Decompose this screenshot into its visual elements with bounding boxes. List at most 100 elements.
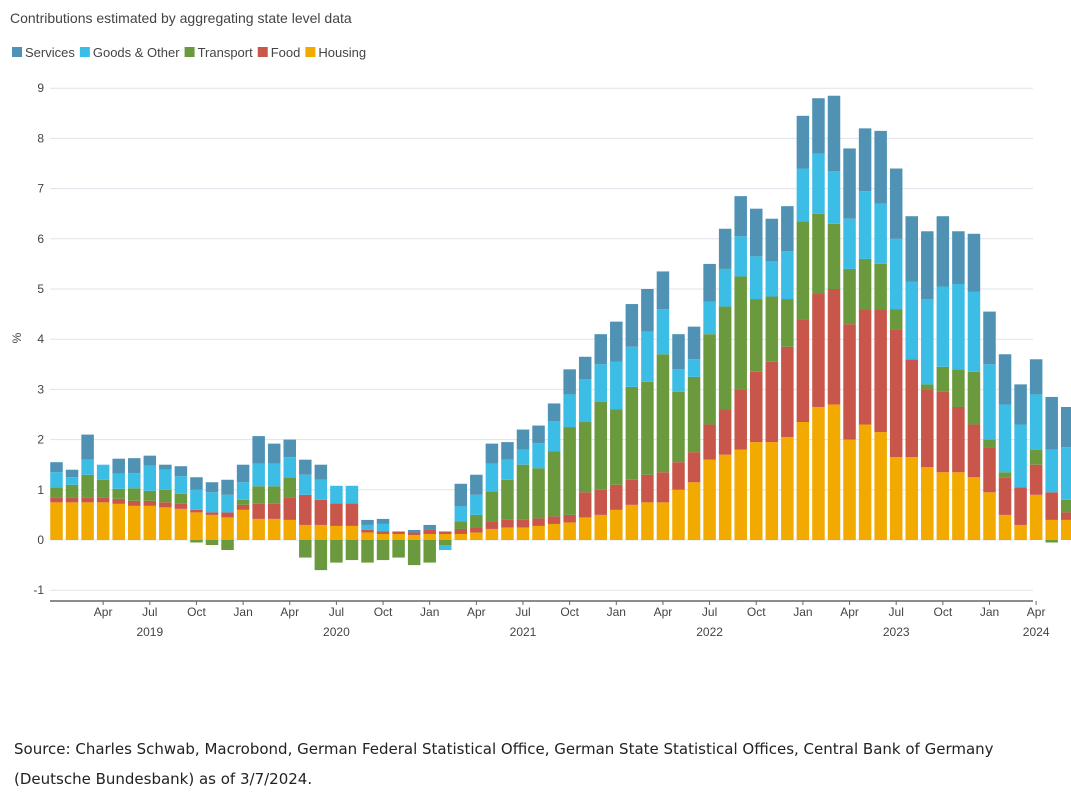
x-tick-label: Jul — [142, 605, 157, 619]
bar-segment-food — [112, 498, 125, 504]
y-tick-label: 5 — [37, 282, 44, 296]
bar-segment-transport — [858, 258, 872, 310]
bar-segment-goods-other — [734, 236, 747, 277]
bar-segment-housing — [952, 472, 965, 540]
bar-segment-food — [781, 346, 794, 438]
bar-segment-transport — [392, 540, 405, 558]
bar-segment-food — [656, 472, 670, 503]
bar-segment-services — [998, 354, 1012, 405]
x-year-label: 2019 — [136, 625, 163, 639]
bar-segment-transport — [174, 493, 188, 504]
x-year-label: 2023 — [883, 625, 910, 639]
bar-segment-food — [967, 424, 981, 478]
bar-segment-food — [345, 503, 359, 526]
bar-segment-transport — [936, 366, 950, 392]
y-tick-label: -1 — [33, 583, 44, 597]
source-note: Source: Charles Schwab, Macrobond, Germa… — [14, 740, 994, 788]
legend-swatch — [12, 47, 22, 57]
bar-segment-transport — [376, 540, 390, 561]
bar-segment-housing — [672, 489, 685, 540]
bar-segment-services — [65, 469, 79, 478]
bar-segment-housing — [485, 528, 499, 540]
bar-segment-transport — [625, 386, 639, 480]
bar-segment-housing — [470, 532, 483, 540]
bar-segment-housing — [236, 509, 250, 540]
bar-segment-housing — [827, 404, 841, 540]
bar-segment-housing — [843, 439, 856, 540]
bar-segment-food — [330, 503, 343, 526]
bar-segment-services — [361, 519, 374, 525]
bar-segment-housing — [516, 527, 530, 540]
bar-segment-transport — [314, 540, 328, 571]
bar-segment-services — [532, 425, 545, 444]
x-tick-label: Apr — [840, 605, 859, 619]
bar-segment-services — [781, 206, 794, 252]
bar-segment-food — [174, 503, 188, 509]
bar-segment-housing — [423, 533, 436, 540]
bar-segment-food — [423, 529, 436, 534]
bar-segment-transport — [889, 309, 903, 330]
bar-segment-goods-other — [1045, 449, 1058, 493]
bar-segment-services — [672, 334, 685, 370]
bar-segment-goods-other — [718, 268, 732, 307]
bar-segment-food — [858, 309, 872, 425]
bar-segment-housing — [718, 454, 732, 540]
bar-segment-goods-other — [905, 281, 918, 360]
bar-segment-transport — [283, 477, 296, 498]
bar-segment-transport — [578, 422, 592, 493]
bar-segment-services — [563, 369, 576, 395]
stacked-bar-chart: Contributions estimated by aggregating s… — [10, 10, 1071, 639]
bar-segment-goods-other — [1014, 424, 1027, 488]
x-tick-label: Oct — [560, 605, 579, 619]
bar-segment-transport — [672, 391, 685, 463]
bar-segment-transport — [967, 371, 981, 425]
bar-segment-transport — [765, 296, 779, 362]
bar-segment-goods-other — [874, 203, 887, 264]
bar-segment-food — [1029, 464, 1043, 495]
x-tick-label: Jul — [329, 605, 344, 619]
bar-segment-goods-other — [812, 153, 825, 214]
bar-segment-housing — [796, 422, 810, 540]
bar-segment-housing — [143, 505, 157, 540]
y-tick-label: 6 — [37, 232, 44, 246]
bar-segment-goods-other — [578, 379, 592, 423]
bar-segment-goods-other — [485, 463, 499, 492]
bar-segment-services — [376, 518, 390, 524]
bar-segment-goods-other — [703, 301, 716, 335]
bar-segment-transport — [81, 474, 94, 498]
bar-segment-housing — [112, 503, 125, 540]
bar-segment-services — [718, 228, 732, 269]
bar-segment-food — [96, 497, 110, 503]
bar-segment-services — [656, 271, 670, 310]
x-tick-label: Oct — [374, 605, 393, 619]
bar-segment-food — [610, 484, 623, 510]
bar-segment-transport — [641, 381, 654, 475]
bar-segment-food — [718, 409, 732, 455]
y-tick-label: 2 — [37, 433, 44, 447]
chart-legend: Services Goods & Other Transport Food Housin… — [12, 45, 366, 60]
legend-item: Food — [257, 45, 300, 60]
bar-segment-food — [190, 509, 203, 513]
bar-segment-food — [905, 359, 918, 458]
y-tick-label: 0 — [37, 533, 44, 547]
bar-segment-transport — [407, 540, 421, 566]
bar-segment-services — [843, 148, 856, 219]
bar-segment-services — [407, 529, 421, 533]
bar-segment-transport — [594, 401, 607, 490]
bar-segment-transport — [112, 488, 125, 499]
bar-segment-services — [50, 462, 63, 473]
bar-segment-transport — [921, 384, 934, 390]
bar-segment-transport — [1045, 540, 1058, 543]
bar-segment-services — [1029, 359, 1043, 395]
chart-title: Contributions estimated by aggregating s… — [10, 10, 352, 26]
bar-segment-transport — [998, 472, 1012, 478]
bar-segment-services — [252, 436, 265, 464]
bar-segment-services — [889, 168, 903, 239]
x-tick-label: Jan — [980, 605, 999, 619]
bar-segment-services — [936, 216, 950, 287]
bar-segment-food — [998, 477, 1012, 515]
bar-segment-food — [889, 329, 903, 458]
bar-segment-housing — [221, 517, 234, 540]
bar-segment-food — [361, 529, 374, 533]
bar-segment-goods-other — [532, 443, 545, 469]
